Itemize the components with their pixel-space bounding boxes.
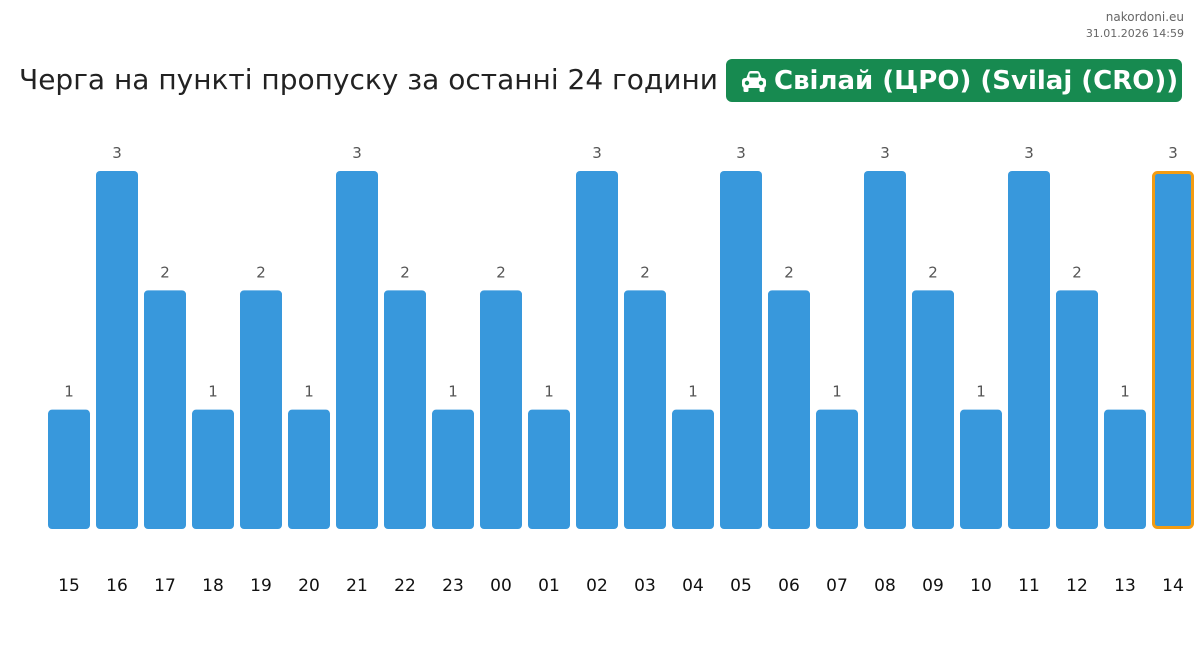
bar-13 — [1104, 409, 1146, 529]
hour-label-18: 18 — [202, 576, 224, 596]
value-label-13: 1 — [1120, 383, 1130, 401]
hour-label-00: 00 — [490, 576, 512, 596]
hour-label-03: 03 — [634, 576, 656, 596]
bar-17 — [144, 290, 186, 529]
hour-label-06: 06 — [778, 576, 800, 596]
hour-label-16: 16 — [106, 576, 128, 596]
hour-label-07: 07 — [826, 576, 848, 596]
value-label-14: 3 — [1168, 144, 1178, 162]
bar-00 — [480, 290, 522, 529]
bar-04 — [672, 409, 714, 529]
hour-label-10: 10 — [970, 576, 992, 596]
value-label-04: 1 — [688, 383, 698, 401]
bar-09 — [912, 290, 954, 529]
bar-08 — [864, 171, 906, 529]
hour-label-05: 05 — [730, 576, 752, 596]
bar-16 — [96, 171, 138, 529]
bar-07 — [816, 409, 858, 529]
hour-label-01: 01 — [538, 576, 560, 596]
bar-20 — [288, 409, 330, 529]
value-label-10: 1 — [976, 383, 986, 401]
bar-23 — [432, 409, 474, 529]
hour-label-08: 08 — [874, 576, 896, 596]
value-label-18: 1 — [208, 383, 218, 401]
value-label-12: 2 — [1072, 263, 1082, 281]
bar-14 — [1152, 171, 1194, 529]
hour-label-17: 17 — [154, 576, 176, 596]
value-label-08: 3 — [880, 144, 890, 162]
source-timestamp: 31.01.2026 14:59 — [1085, 27, 1184, 40]
hour-label-02: 02 — [586, 576, 608, 596]
hour-label-15: 15 — [58, 576, 80, 596]
value-label-07: 1 — [832, 383, 842, 401]
value-label-06: 2 — [784, 263, 794, 281]
value-label-17: 2 — [160, 263, 170, 281]
bar-01 — [528, 409, 570, 529]
checkpoint-name: Свілай (ЦРО) (Svilaj (CRO)) — [774, 65, 1179, 96]
value-label-02: 3 — [592, 144, 602, 162]
value-label-20: 1 — [304, 383, 314, 401]
value-label-21: 3 — [352, 144, 362, 162]
bar-22 — [384, 290, 426, 529]
hour-label-23: 23 — [442, 576, 464, 596]
hour-label-13: 13 — [1114, 576, 1136, 596]
checkpoint-badge: Свілай (ЦРО) (Svilaj (CRO)) — [726, 59, 1182, 102]
value-label-22: 2 — [400, 263, 410, 281]
bar-10 — [960, 409, 1002, 529]
bar-05 — [720, 171, 762, 529]
hour-label-14: 14 — [1162, 576, 1184, 596]
value-label-05: 3 — [736, 144, 746, 162]
bar-12 — [1056, 290, 1098, 529]
hour-label-22: 22 — [394, 576, 416, 596]
hour-label-20: 20 — [298, 576, 320, 596]
bar-19 — [240, 290, 282, 529]
hour-label-09: 09 — [922, 576, 944, 596]
value-label-01: 1 — [544, 383, 554, 401]
value-label-00: 2 — [496, 263, 506, 281]
hour-label-19: 19 — [250, 576, 272, 596]
hour-label-12: 12 — [1066, 576, 1088, 596]
value-label-11: 3 — [1024, 144, 1034, 162]
bar-03 — [624, 290, 666, 529]
hour-label-11: 11 — [1018, 576, 1040, 596]
source-info: nakordoni.eu 31.01.2026 14:59 — [1086, 10, 1184, 41]
bar-15 — [48, 409, 90, 529]
bar-21 — [336, 171, 378, 529]
value-label-15: 1 — [64, 383, 74, 401]
bar-06 — [768, 290, 810, 529]
value-label-09: 2 — [928, 263, 938, 281]
chart-title: Черга на пункті пропуску за останні 24 г… — [19, 63, 718, 96]
hour-label-21: 21 — [346, 576, 368, 596]
bar-02 — [576, 171, 618, 529]
value-label-16: 3 — [112, 144, 122, 162]
value-label-03: 2 — [640, 263, 650, 281]
bar-18 — [192, 409, 234, 529]
hour-label-04: 04 — [682, 576, 704, 596]
value-label-19: 2 — [256, 263, 266, 281]
car-icon — [740, 69, 768, 93]
source-site: nakordoni.eu — [1105, 10, 1184, 24]
value-label-23: 1 — [448, 383, 458, 401]
bar-11 — [1008, 171, 1050, 529]
